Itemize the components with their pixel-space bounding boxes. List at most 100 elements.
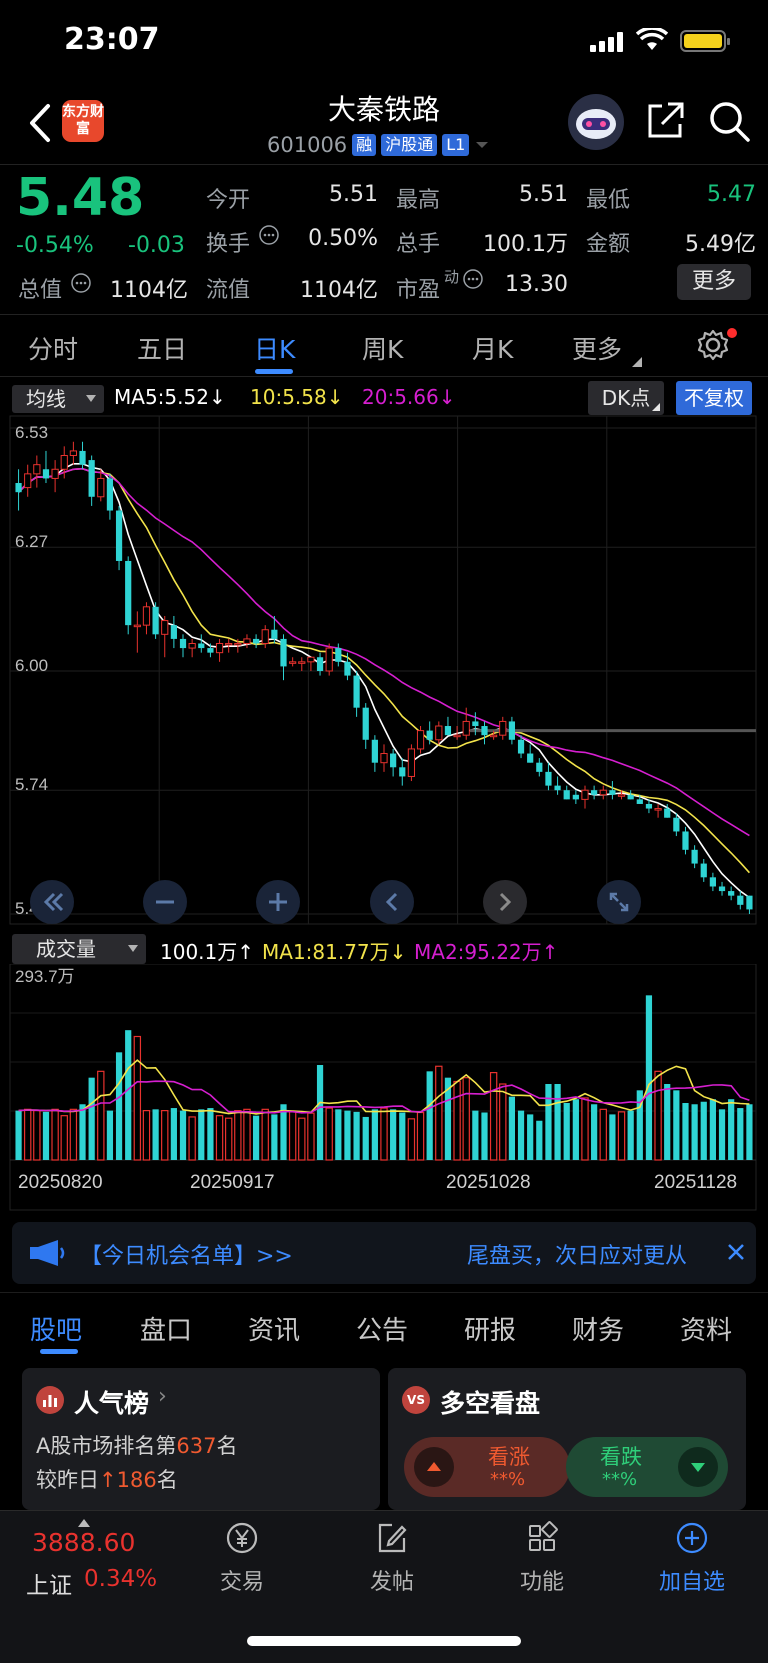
tab-five-day[interactable]: 五日 xyxy=(137,335,188,364)
info-icon[interactable] xyxy=(258,224,280,250)
volume-bar xyxy=(344,1110,351,1160)
prev-icon[interactable] xyxy=(370,880,414,924)
nav-features[interactable]: 功能 xyxy=(492,1518,592,1596)
vote-up-button[interactable]: 看涨 **% xyxy=(404,1437,570,1497)
candle xyxy=(718,881,726,896)
opportunity-link[interactable]: 【今日机会名单】>> xyxy=(80,1244,293,1269)
stock-code-row[interactable]: 601006 融 沪股通 L1 xyxy=(267,132,490,158)
wifi-icon xyxy=(635,26,669,56)
candle xyxy=(728,886,735,901)
gear-icon[interactable] xyxy=(696,328,730,366)
back-button[interactable] xyxy=(22,98,62,148)
volume-value: 100.1万 xyxy=(483,232,568,257)
volume-bar xyxy=(581,1097,589,1161)
volume-bar xyxy=(115,1052,123,1160)
x-tick-label: 20251128 xyxy=(654,1172,737,1193)
market-cap-label: 总值 xyxy=(18,278,63,303)
volume-bar xyxy=(536,1120,543,1160)
nav-trade[interactable]: 交易 xyxy=(192,1518,292,1596)
nav-add-watchlist[interactable]: 加自选 xyxy=(642,1518,742,1596)
volume-bar xyxy=(79,1104,86,1160)
tab-finance[interactable]: 财务 xyxy=(572,1316,625,1346)
x-tick-label: 20250820 xyxy=(18,1172,103,1193)
candle xyxy=(499,716,507,740)
tab-more[interactable]: 更多 xyxy=(572,335,623,364)
y-tick-label: 6.00 xyxy=(15,656,48,675)
candle xyxy=(234,638,242,653)
candle xyxy=(69,441,77,465)
market-cap-value: 1104亿 xyxy=(110,278,188,303)
kline-chart[interactable]: 6.536.276.005.745.47 xyxy=(0,414,768,928)
candle xyxy=(426,721,433,745)
volume-bar xyxy=(572,1099,579,1160)
tab-orderbook[interactable]: 盘口 xyxy=(140,1316,193,1346)
volume-bar xyxy=(15,1110,22,1160)
volume-bar xyxy=(362,1116,369,1160)
dk-point-button[interactable]: DK点 xyxy=(588,381,664,415)
volume-bar xyxy=(435,1065,443,1161)
robot-avatar-icon[interactable] xyxy=(568,94,624,150)
share-icon[interactable] xyxy=(644,100,686,146)
tab-forum[interactable]: 股吧 xyxy=(30,1316,83,1346)
next-icon[interactable] xyxy=(483,880,527,924)
arrow-down-icon xyxy=(678,1447,718,1487)
volume-bar xyxy=(42,1111,50,1160)
tab-research[interactable]: 研报 xyxy=(464,1316,517,1346)
ma5-line xyxy=(18,462,750,899)
fullscreen-icon[interactable] xyxy=(597,880,641,924)
popularity-card[interactable]: 人气榜 › A股市场排名第637名 较昨日↑186名 xyxy=(22,1368,380,1510)
volume-bar xyxy=(700,1101,707,1160)
tab-weekly-k[interactable]: 周K xyxy=(362,335,404,364)
zoom-out-icon[interactable] xyxy=(143,880,187,924)
candle xyxy=(472,712,479,736)
candle xyxy=(289,657,297,667)
caret-down-icon xyxy=(128,945,138,952)
candle xyxy=(298,657,306,671)
open-value: 5.51 xyxy=(329,182,378,207)
volume-bar xyxy=(60,1115,68,1161)
volume-select[interactable]: 成交量 xyxy=(12,934,146,964)
tab-profile[interactable]: 资料 xyxy=(680,1316,733,1346)
tab-daily-k[interactable]: 日K xyxy=(254,335,296,364)
candle xyxy=(673,813,680,837)
search-icon[interactable] xyxy=(708,100,752,148)
logo[interactable]: 东方财富 xyxy=(62,100,104,142)
info-icon[interactable] xyxy=(462,268,484,294)
candle xyxy=(316,652,324,676)
info-icon[interactable] xyxy=(70,272,92,298)
ranking-icon xyxy=(36,1386,64,1414)
candle xyxy=(51,460,59,493)
volume-chart[interactable]: 293.7万 20250820 20250917 20251028 20251128 xyxy=(0,964,768,1212)
tab-intraday[interactable]: 分时 xyxy=(28,335,79,364)
candle xyxy=(581,785,589,809)
candle xyxy=(691,845,698,869)
nav-post[interactable]: 发帖 xyxy=(342,1518,442,1596)
volume-bar xyxy=(179,1110,187,1160)
tag-margin: 融 xyxy=(352,134,377,156)
vote-down-button[interactable]: 看跌 **% xyxy=(566,1437,728,1497)
zoom-in-icon[interactable] xyxy=(256,880,300,924)
candle xyxy=(572,790,579,804)
vote-up-value: **% xyxy=(490,1469,526,1490)
megaphone-icon xyxy=(28,1238,68,1272)
tab-monthly-k[interactable]: 月K xyxy=(472,335,514,364)
announcement-bar[interactable]: 【今日机会名单】>> 尾盘买，次日应对更从 xyxy=(12,1222,756,1284)
candle xyxy=(599,785,607,800)
candle xyxy=(362,703,369,749)
close-icon[interactable] xyxy=(724,1240,748,1268)
index-value[interactable]: 3888.60 xyxy=(32,1528,136,1557)
candle xyxy=(207,643,214,658)
adjust-button[interactable]: 不复权 xyxy=(676,381,752,415)
first-icon[interactable] xyxy=(30,880,74,924)
ma-select[interactable]: 均线 xyxy=(12,385,104,413)
volume-bar xyxy=(353,1111,360,1160)
volume-bar xyxy=(335,1109,342,1160)
notification-dot xyxy=(727,328,737,338)
tab-news[interactable]: 资讯 xyxy=(248,1316,301,1346)
more-quote-button[interactable]: 更多 xyxy=(677,264,751,300)
candle xyxy=(15,469,22,511)
volume-bar xyxy=(472,1110,479,1160)
candle xyxy=(152,602,159,639)
volume-bar xyxy=(152,1109,159,1160)
tab-announcements[interactable]: 公告 xyxy=(356,1316,409,1346)
